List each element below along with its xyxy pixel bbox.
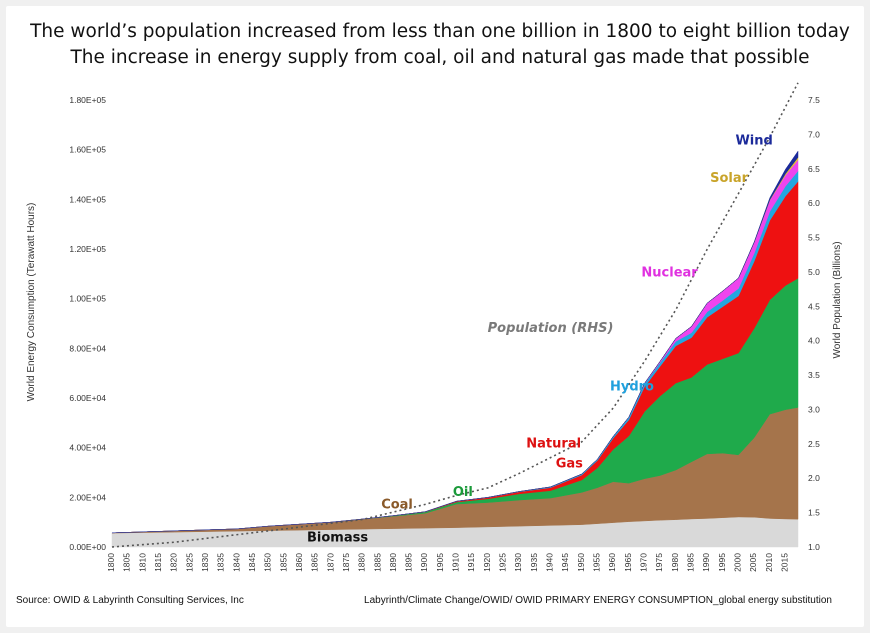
label-natural: Natural <box>526 437 581 452</box>
label-biomass: Biomass <box>307 531 368 546</box>
label-nuclear: Nuclear <box>641 265 698 280</box>
x-tick-label: 1825 <box>184 553 194 572</box>
x-tick-label: 1880 <box>357 553 367 572</box>
footer-source: Source: OWID & Labyrinth Consulting Serv… <box>16 595 244 606</box>
y-tick-label: 1.40E+05 <box>69 194 106 204</box>
x-tick-label: 1990 <box>701 553 711 572</box>
x-tick-label: 1890 <box>388 553 398 572</box>
y-tick-label: 1.20E+05 <box>69 244 106 254</box>
y2-tick-label: 7.5 <box>808 95 820 105</box>
x-tick-label: 1920 <box>482 553 492 572</box>
x-tick-label: 1905 <box>435 553 445 572</box>
x-tick-label: 1845 <box>247 553 257 572</box>
label-solar: Solar <box>710 171 749 186</box>
x-tick-label: 2000 <box>732 553 742 572</box>
x-tick-label: 1955 <box>592 553 602 572</box>
x-tick-label: 1915 <box>466 553 476 572</box>
x-tick-label: 1850 <box>263 553 273 572</box>
y-tick-label: 2.00E+04 <box>69 492 106 502</box>
x-tick-label: 1910 <box>451 553 461 572</box>
y2-tick-label: 1.0 <box>808 542 820 552</box>
y-tick-label: 1.60E+05 <box>69 145 106 155</box>
x-tick-label: 2015 <box>779 553 789 572</box>
y2-tick-label: 5.0 <box>808 267 820 277</box>
footer-reference: Labyrinth/Climate Change/OWID/ OWID PRIM… <box>364 595 832 606</box>
x-tick-label: 1945 <box>560 553 570 572</box>
x-tick-label: 1855 <box>278 553 288 572</box>
x-tick-label: 1870 <box>325 553 335 572</box>
x-tick-label: 1815 <box>153 553 163 572</box>
x-tick-label: 1975 <box>654 553 664 572</box>
y-axis-label: World Energy Consumption (Terawatt Hours… <box>26 203 37 402</box>
y2-axis-label: World Population (Billions) <box>832 241 843 358</box>
y2-tick-label: 2.5 <box>808 439 820 449</box>
x-tick-label: 1820 <box>169 553 179 572</box>
x-tick-label: 1800 <box>106 553 116 572</box>
label-gas: Gas <box>556 457 583 472</box>
y-tick-label: 4.00E+04 <box>69 443 106 453</box>
y-tick-label: 1.80E+05 <box>69 95 106 105</box>
x-tick-label: 1930 <box>513 553 523 572</box>
area-wind <box>111 150 799 534</box>
x-tick-label: 1885 <box>372 553 382 572</box>
x-tick-label: 1875 <box>341 553 351 572</box>
x-tick-label: 1865 <box>310 553 320 572</box>
x-tick-label: 1960 <box>607 553 617 572</box>
x-tick-label: 1900 <box>419 553 429 572</box>
chart-title-line-2: The increase in energy supply from coal,… <box>69 47 809 68</box>
x-tick-label: 1860 <box>294 553 304 572</box>
x-tick-label: 1995 <box>717 553 727 572</box>
x-tick-label: 1935 <box>529 553 539 572</box>
x-tick-label: 1925 <box>498 553 508 572</box>
x-tick-label: 1810 <box>137 553 147 572</box>
y2-tick-label: 6.0 <box>808 198 820 208</box>
y-tick-label: 0.00E+00 <box>69 542 106 552</box>
y-tick-label: 1.00E+05 <box>69 294 106 304</box>
label-oil: Oil <box>453 485 473 500</box>
x-tick-label: 2005 <box>748 553 758 572</box>
x-tick-label: 1985 <box>685 553 695 572</box>
x-tick-label: 1830 <box>200 553 210 572</box>
x-tick-label: 1965 <box>623 553 633 572</box>
x-tick-label: 1805 <box>122 553 132 572</box>
x-tick-label: 1895 <box>404 553 414 572</box>
x-tick-label: 1940 <box>545 553 555 572</box>
label-wind: Wind <box>735 134 772 149</box>
x-tick-label: 1980 <box>670 553 680 572</box>
y2-tick-label: 2.0 <box>808 473 820 483</box>
chart-title-line-1: The world’s population increased from le… <box>29 21 850 42</box>
x-tick-label: 2010 <box>764 553 774 572</box>
x-tick-label: 1840 <box>231 553 241 572</box>
x-tick-label: 1835 <box>216 553 226 572</box>
y2-tick-label: 1.5 <box>808 508 820 518</box>
y2-tick-label: 6.5 <box>808 164 820 174</box>
label-coal: Coal <box>381 498 413 513</box>
x-tick-label: 1950 <box>576 553 586 572</box>
y2-tick-label: 4.5 <box>808 301 820 311</box>
y2-tick-label: 3.0 <box>808 404 820 414</box>
y2-tick-label: 7.0 <box>808 129 820 139</box>
y2-tick-label: 5.5 <box>808 233 820 243</box>
y-tick-label: 6.00E+04 <box>69 393 106 403</box>
x-tick-label: 1970 <box>639 553 649 572</box>
y2-tick-label: 4.0 <box>808 336 820 346</box>
y2-tick-label: 3.5 <box>808 370 820 380</box>
y-tick-label: 8.00E+04 <box>69 343 106 353</box>
label-hydro: Hydro <box>610 380 654 395</box>
label-population-rhs: Population (RHS) <box>488 321 614 336</box>
